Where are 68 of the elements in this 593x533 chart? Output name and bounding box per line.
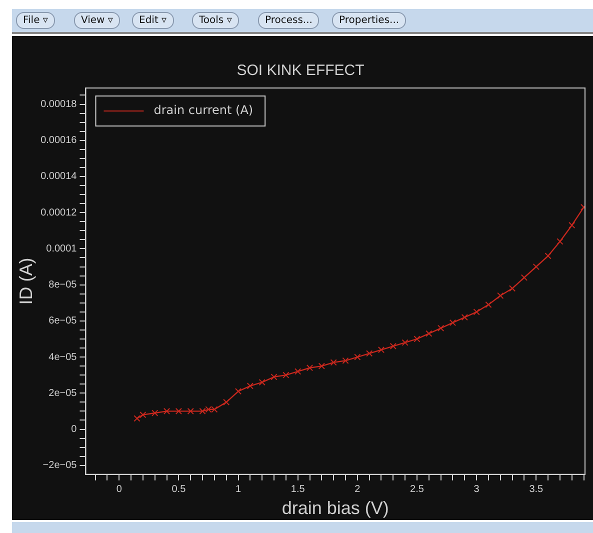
point bbox=[378, 346, 385, 354]
y-tick-label: 0.00016 bbox=[40, 135, 78, 146]
point bbox=[414, 336, 420, 342]
text: Tools ▿ bbox=[192, 12, 239, 29]
y-tick-label: 0.00018 bbox=[40, 99, 78, 110]
point bbox=[134, 415, 140, 422]
point bbox=[449, 319, 456, 326]
y-tick-label: 0.00012 bbox=[40, 207, 78, 218]
point bbox=[205, 406, 212, 413]
point bbox=[461, 314, 468, 321]
x-tick-label: 0 bbox=[116, 484, 122, 496]
y-tick-label: −2e−05 bbox=[42, 460, 78, 472]
x-tick-label: 3 bbox=[474, 484, 480, 496]
point bbox=[152, 410, 158, 416]
point bbox=[223, 398, 230, 406]
point bbox=[342, 357, 349, 364]
point bbox=[140, 411, 146, 418]
point bbox=[544, 252, 552, 260]
point bbox=[187, 408, 194, 415]
y-tick-label: 8e−05 bbox=[48, 280, 78, 291]
point bbox=[437, 324, 444, 332]
y-tick-label: 4e−05 bbox=[48, 352, 78, 363]
legend-label: drain current (A) bbox=[154, 103, 254, 118]
point bbox=[354, 354, 361, 360]
point bbox=[199, 408, 206, 415]
y-tick-label: 2e−05 bbox=[48, 388, 78, 399]
x-tick-label: 2 bbox=[354, 484, 361, 496]
point bbox=[258, 378, 266, 386]
text: View ▿ bbox=[74, 12, 120, 29]
point bbox=[366, 350, 373, 357]
point bbox=[402, 339, 408, 346]
point bbox=[426, 330, 432, 337]
point bbox=[175, 408, 182, 415]
point bbox=[556, 238, 564, 245]
point bbox=[532, 263, 540, 270]
point bbox=[473, 308, 480, 316]
text: Properties... bbox=[332, 12, 406, 29]
text: Process... bbox=[258, 12, 320, 29]
x-axis-title: drain bias (V) bbox=[282, 498, 389, 518]
y-tick-label: 0.0001 bbox=[46, 243, 78, 254]
point bbox=[568, 222, 576, 229]
point bbox=[330, 359, 337, 366]
point bbox=[163, 408, 170, 415]
point bbox=[234, 388, 242, 395]
point bbox=[294, 368, 302, 375]
point bbox=[497, 292, 504, 299]
point bbox=[282, 372, 290, 378]
x-tick-label: 2.5 bbox=[410, 484, 424, 496]
point bbox=[270, 374, 278, 380]
text: File ▿ bbox=[16, 12, 55, 29]
point bbox=[246, 382, 254, 390]
point bbox=[485, 301, 492, 308]
x-tick-label: 3.5 bbox=[529, 484, 544, 496]
point bbox=[508, 285, 516, 292]
y-tick-label: 0.00014 bbox=[40, 171, 78, 182]
text: Edit ▿ bbox=[132, 12, 174, 29]
point bbox=[390, 342, 396, 350]
x-tick-label: 1.5 bbox=[290, 484, 306, 496]
y-tick-label: 0 bbox=[71, 424, 78, 436]
y-tick-label: 6e−05 bbox=[48, 316, 78, 327]
y-axis-title: ID (A) bbox=[16, 258, 36, 305]
point bbox=[211, 406, 218, 413]
x-tick-label: 0.5 bbox=[172, 484, 186, 496]
x-tick-label: 1 bbox=[235, 484, 242, 496]
point bbox=[520, 274, 528, 281]
point bbox=[318, 362, 325, 370]
chart-title: SOI KINK EFFECT bbox=[236, 62, 364, 80]
point bbox=[306, 364, 314, 372]
